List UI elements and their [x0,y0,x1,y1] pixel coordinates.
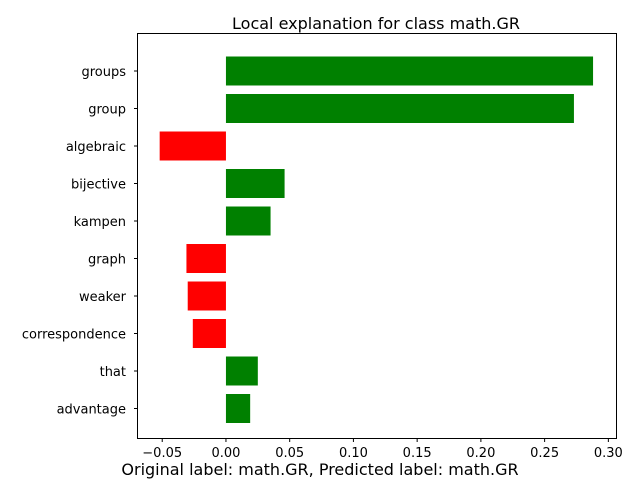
bar-advantage [225,394,251,423]
x-tick-label: 0.30 [594,446,623,461]
bars-layer [159,56,594,423]
y-tick-label: algebraic [66,140,126,155]
bar-group [225,94,574,123]
bar-correspondence [192,319,226,348]
bar-bijective [225,169,285,198]
bar-kampen [225,206,271,236]
bar-that [225,356,258,386]
y-tick-label: kampen [74,215,126,230]
y-tick-label: correspondence [22,328,126,343]
bar-weaker [187,281,226,311]
y-tick-label: weaker [79,290,127,305]
x-tick-label: 0.00 [211,446,240,461]
y-tick-label: advantage [57,403,126,418]
x-tick-label: 0.25 [530,446,559,461]
x-tick-label: −0.05 [142,446,182,461]
x-tick-label: 0.05 [275,446,304,461]
x-axis: −0.05 0.00 0.05 0.10 0.15 0.20 0.25 0.30 [142,438,623,461]
y-tick-label: bijective [71,178,126,193]
label-caption: Original label: math.GR, Predicted label… [121,460,518,479]
y-tick-label: that [100,365,126,380]
y-tick-label: groups [81,65,126,80]
bar-algebraic [159,131,226,161]
plot-frame [137,33,617,439]
bar-groups [225,56,594,86]
y-tick-label: graph [88,253,126,268]
bar-graph [186,244,226,273]
x-tick-label: 0.20 [466,446,495,461]
x-tick-label: 0.10 [339,446,368,461]
chart-title: Local explanation for class math.GR [232,14,520,33]
x-tick-label: 0.15 [403,446,432,461]
y-tick-label: group [88,103,126,118]
y-axis: groups group algebraic bijective kampen graph… [22,65,138,418]
